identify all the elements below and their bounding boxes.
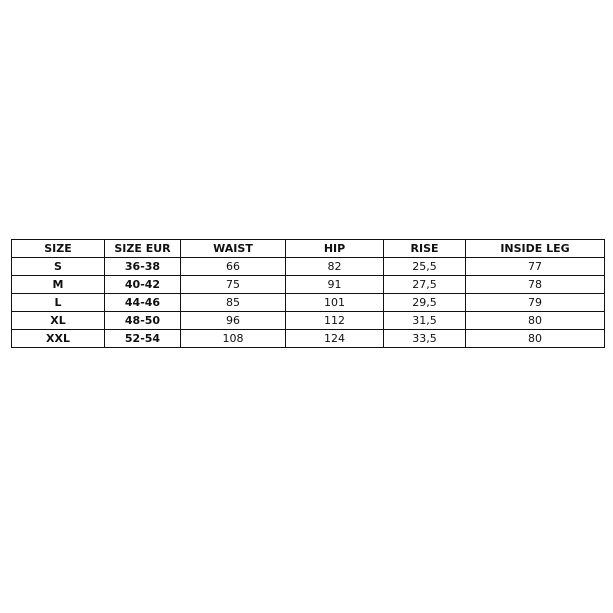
cell-size: XL	[11, 311, 105, 330]
cell-hip: 82	[285, 257, 384, 276]
header-waist: WAIST	[180, 239, 286, 258]
cell-waist: 96	[180, 311, 286, 330]
cell-size: M	[11, 275, 105, 294]
cell-waist: 108	[180, 329, 286, 348]
cell-size-eur: 48-50	[104, 311, 181, 330]
cell-waist: 66	[180, 257, 286, 276]
cell-rise: 33,5	[383, 329, 466, 348]
cell-hip: 101	[285, 293, 384, 312]
cell-hip: 112	[285, 311, 384, 330]
header-size: SIZE	[11, 239, 105, 258]
cell-rise: 27,5	[383, 275, 466, 294]
cell-rise: 25,5	[383, 257, 466, 276]
header-row: SIZE SIZE EUR WAIST HIP RISE INSIDE LEG	[11, 239, 605, 258]
cell-inside-leg: 78	[465, 275, 605, 294]
cell-size-eur: 44-46	[104, 293, 181, 312]
header-hip: HIP	[285, 239, 384, 258]
size-chart-table: SIZE SIZE EUR WAIST HIP RISE INSIDE LEG …	[11, 239, 605, 348]
cell-inside-leg: 80	[465, 311, 605, 330]
cell-size: S	[11, 257, 105, 276]
cell-inside-leg: 77	[465, 257, 605, 276]
header-rise: RISE	[383, 239, 466, 258]
header-size-eur: SIZE EUR	[104, 239, 181, 258]
table-row: M 40-42 75 91 27,5 78	[11, 275, 605, 294]
cell-rise: 31,5	[383, 311, 466, 330]
cell-size: XXL	[11, 329, 105, 348]
cell-hip: 124	[285, 329, 384, 348]
cell-waist: 85	[180, 293, 286, 312]
table-row: L 44-46 85 101 29,5 79	[11, 293, 605, 312]
cell-rise: 29,5	[383, 293, 466, 312]
cell-size-eur: 52-54	[104, 329, 181, 348]
cell-waist: 75	[180, 275, 286, 294]
table-row: XXL 52-54 108 124 33,5 80	[11, 329, 605, 348]
table-row: S 36-38 66 82 25,5 77	[11, 257, 605, 276]
cell-size: L	[11, 293, 105, 312]
cell-hip: 91	[285, 275, 384, 294]
cell-inside-leg: 80	[465, 329, 605, 348]
cell-size-eur: 36-38	[104, 257, 181, 276]
cell-size-eur: 40-42	[104, 275, 181, 294]
cell-inside-leg: 79	[465, 293, 605, 312]
header-inside-leg: INSIDE LEG	[465, 239, 605, 258]
table-row: XL 48-50 96 112 31,5 80	[11, 311, 605, 330]
